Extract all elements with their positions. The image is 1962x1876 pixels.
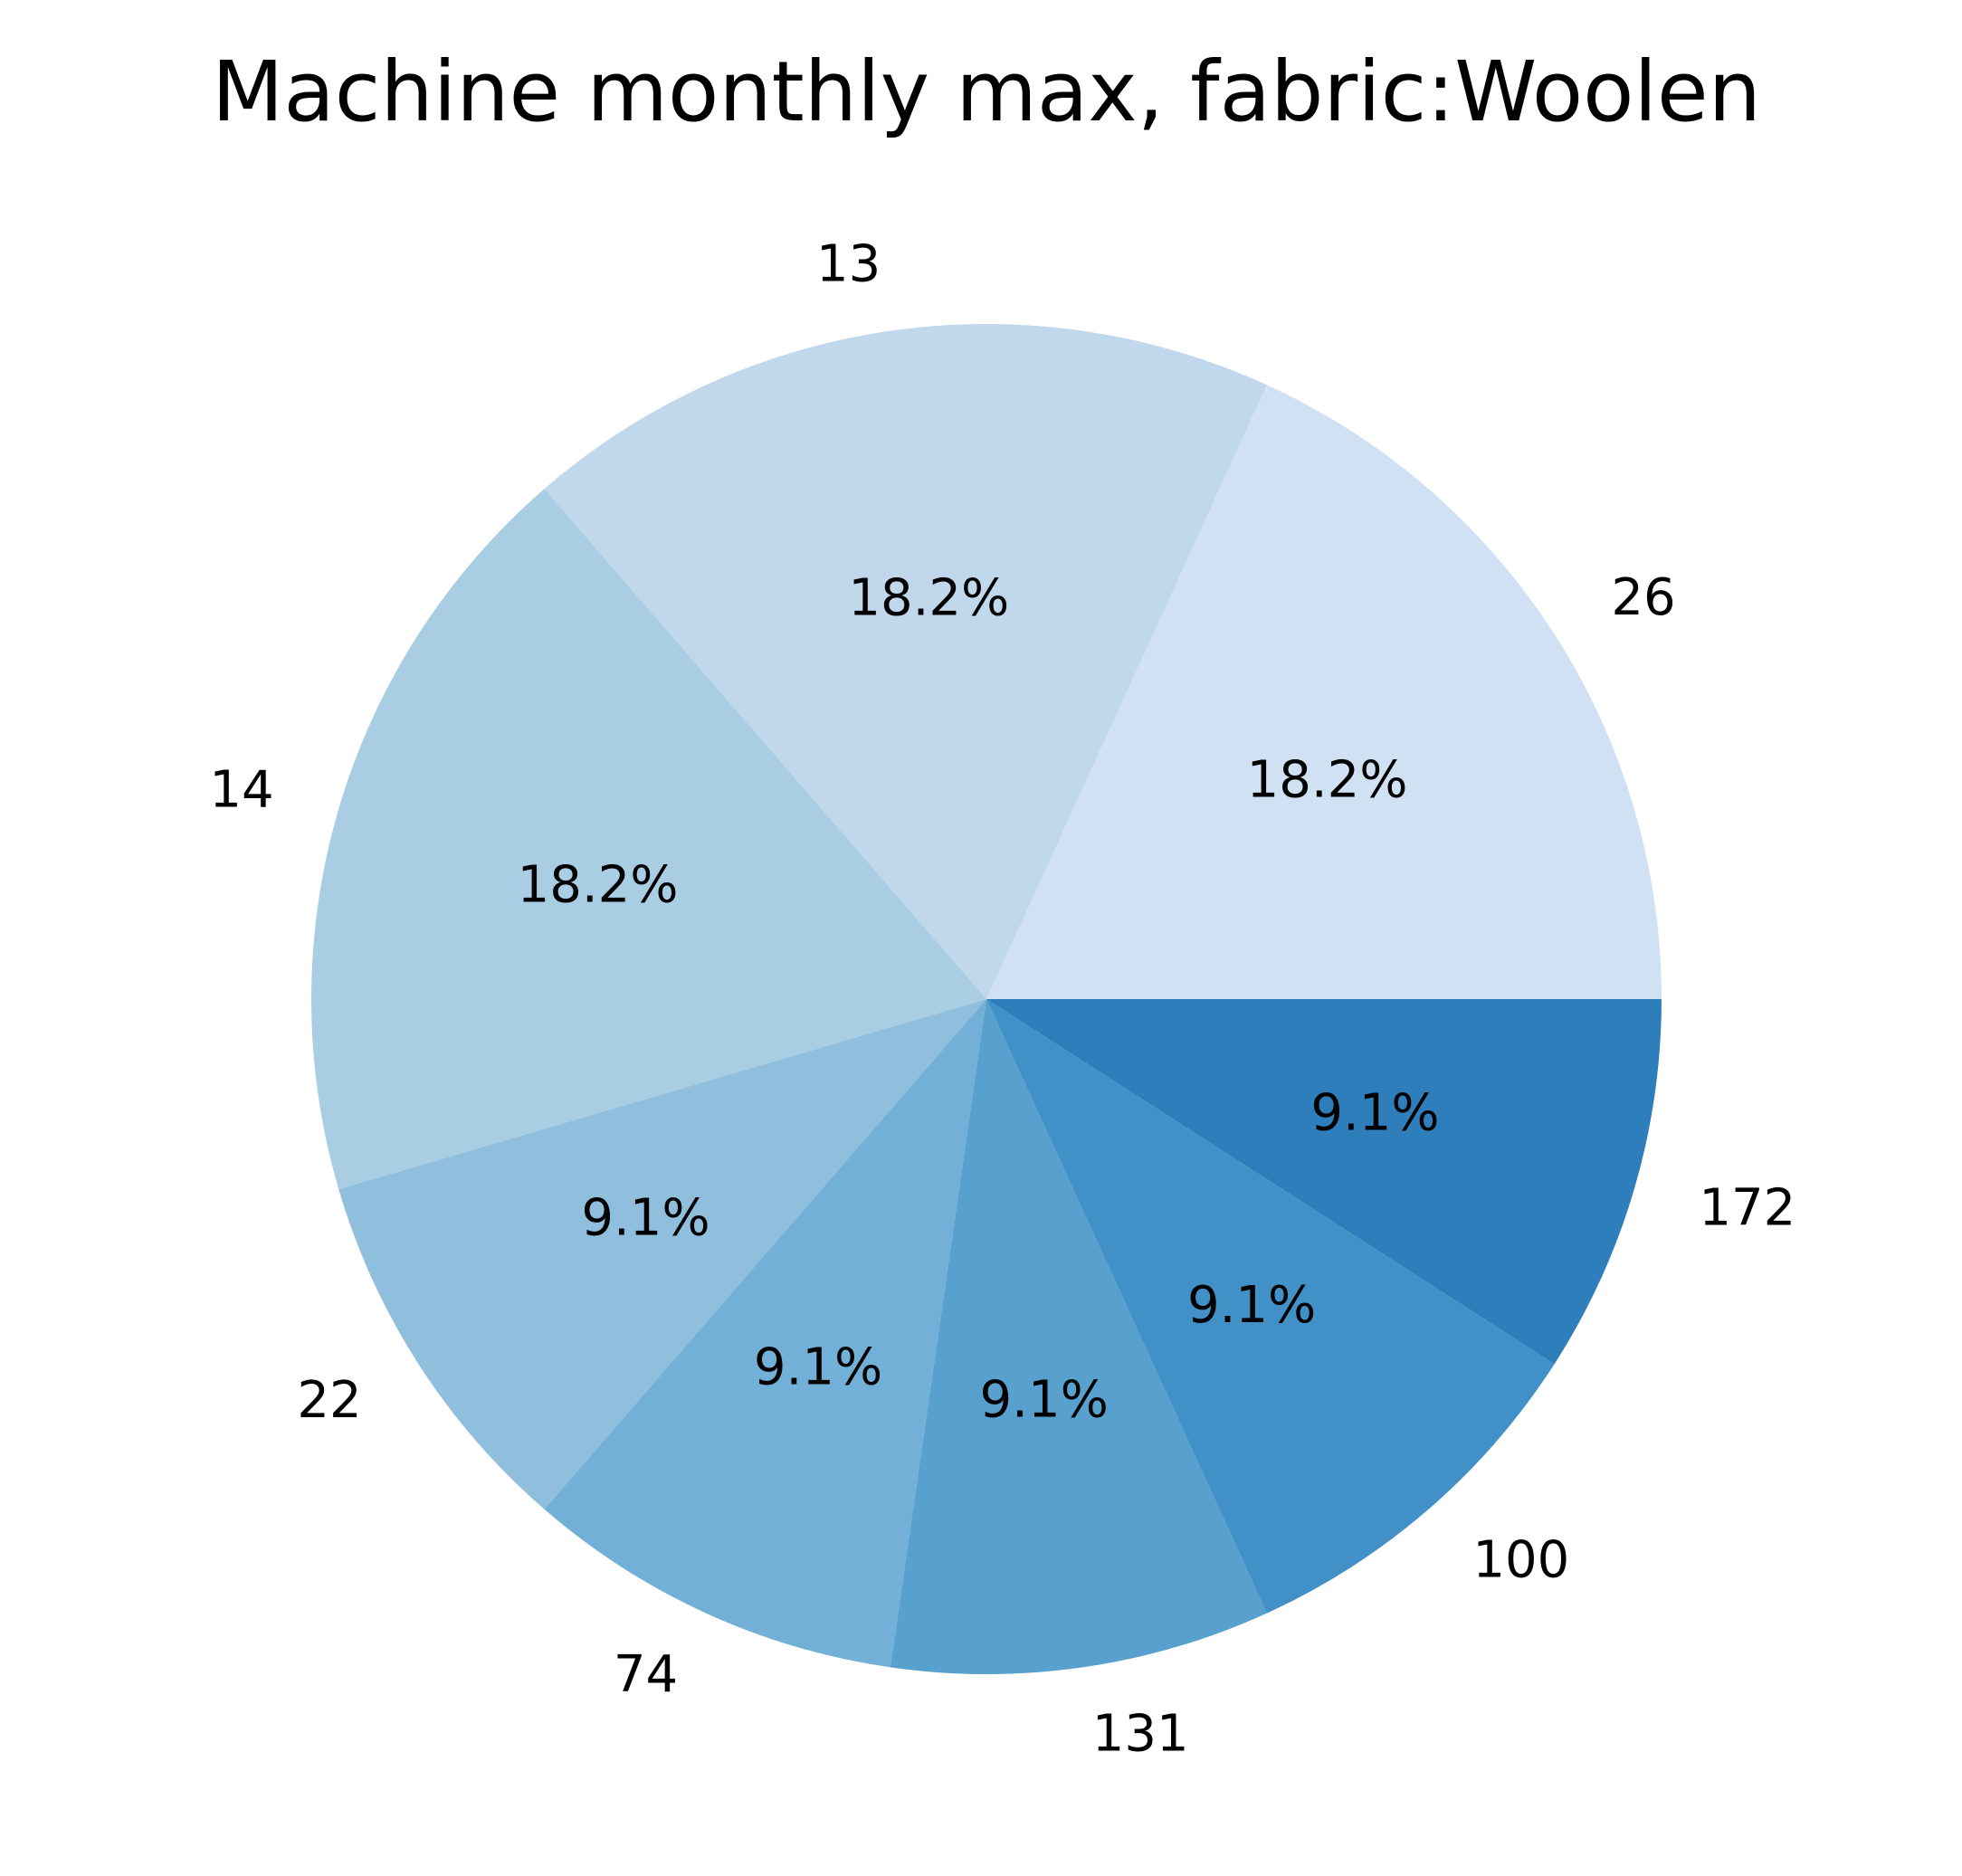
pie-slice-14	[310, 489, 986, 1190]
slice-label: 22	[297, 1371, 361, 1430]
percent-label: 9.1%	[1187, 1276, 1316, 1335]
pie-slice-172	[986, 999, 1662, 1365]
slice-label: 26	[1611, 568, 1675, 627]
percent-label: 9.1%	[980, 1371, 1109, 1430]
category-labels: 26 13 14 22 74 131 100 172	[209, 234, 1795, 1763]
percent-labels: 18.2% 18.2% 18.2% 9.1% 9.1% 9.1% 9.1% 9.1%	[518, 568, 1440, 1429]
chart-title: Machine monthly max, fabric:Woolen	[212, 43, 1761, 140]
slice-label: 172	[1699, 1179, 1795, 1238]
pie-slice-74	[544, 999, 986, 1668]
pie-slice-100	[986, 999, 1555, 1614]
slice-label: 100	[1472, 1531, 1569, 1590]
pie-slice-26	[986, 385, 1662, 999]
pie-slice-22	[338, 999, 986, 1509]
slice-label: 131	[1092, 1705, 1189, 1764]
slice-label: 74	[614, 1645, 678, 1704]
percent-label: 9.1%	[1310, 1084, 1439, 1143]
percent-label: 18.2%	[1247, 751, 1408, 810]
percent-label: 18.2%	[848, 568, 1009, 627]
percent-label: 18.2%	[518, 855, 679, 914]
pie-slice-131	[890, 999, 1267, 1674]
percent-label: 9.1%	[581, 1188, 710, 1247]
pie-slices	[310, 323, 1662, 1674]
slice-label: 13	[816, 234, 881, 293]
percent-label: 9.1%	[754, 1338, 882, 1397]
slice-label: 14	[209, 760, 273, 819]
pie-slice-13	[544, 323, 1267, 999]
